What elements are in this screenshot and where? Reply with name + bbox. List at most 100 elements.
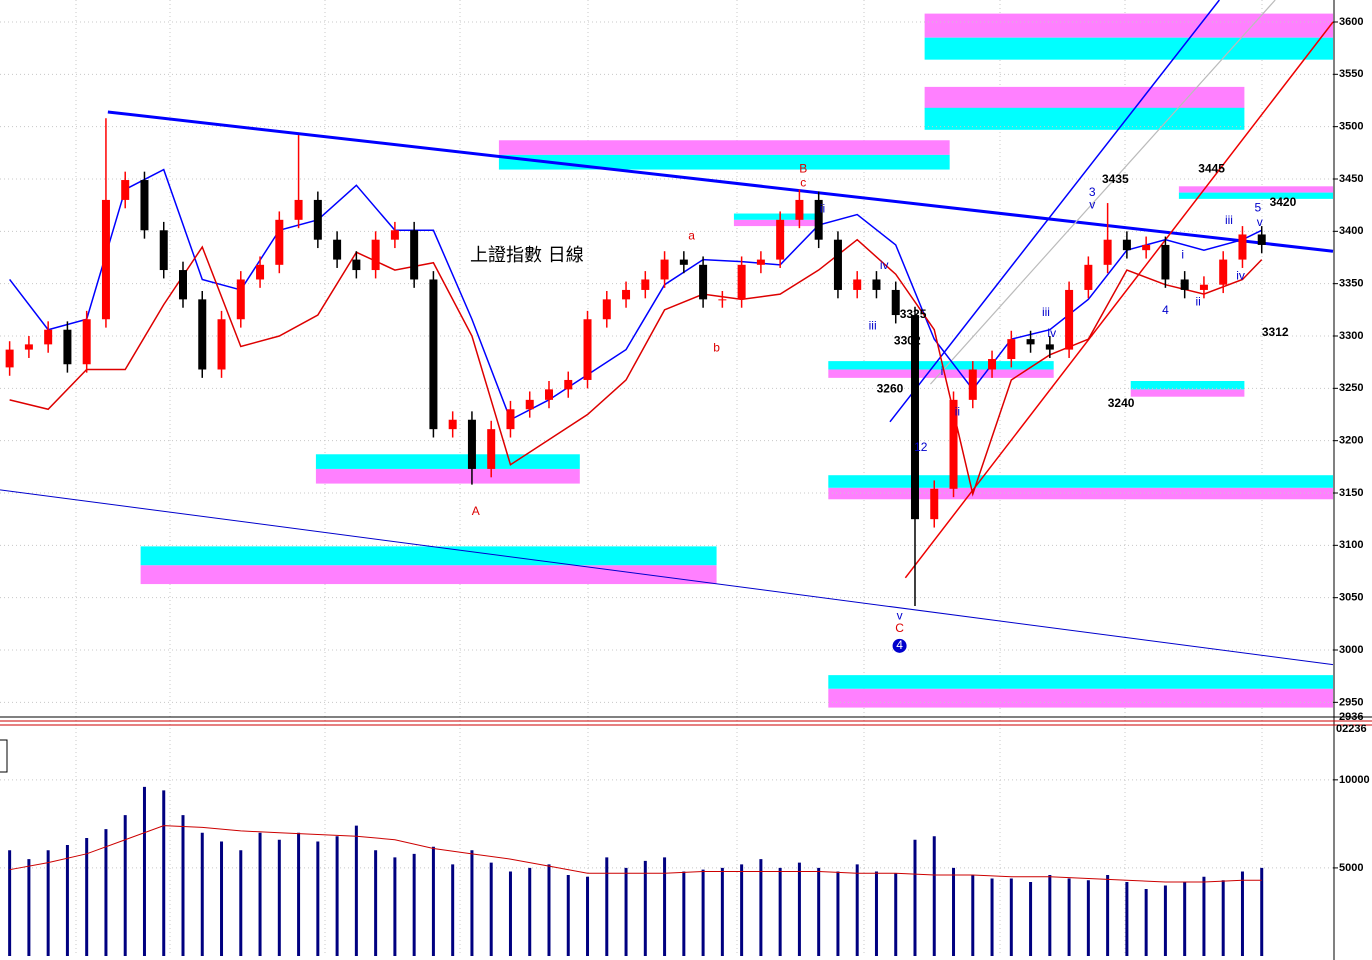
y-tick-label: 3000 [1339, 644, 1363, 656]
candle-body [467, 419, 476, 469]
candle-body [1257, 234, 1266, 245]
candle-body [121, 180, 130, 200]
y-tick-label: 2936 [1339, 711, 1363, 723]
candle-body [487, 429, 496, 469]
candle-body [872, 279, 881, 290]
trend-line [889, 0, 1220, 423]
wave-label: B [799, 162, 807, 176]
vertical-grid [75, 0, 1263, 956]
candle-body [737, 264, 746, 300]
wave-label: ii [955, 405, 960, 419]
candle-body [968, 369, 977, 400]
wave-label: i [1181, 248, 1184, 262]
wave-label: iv [880, 258, 889, 272]
wave-label: A [472, 504, 480, 518]
wave-label: 5 [1255, 200, 1262, 214]
price-annotation: 3435 [1102, 172, 1129, 186]
zone-magenta [828, 688, 1333, 708]
wave-label: a [688, 229, 695, 243]
y-tick-label: 3500 [1339, 121, 1363, 133]
wave-label: iv [1047, 326, 1056, 340]
price-annotation: 3445 [1198, 162, 1225, 176]
candle-body [910, 315, 919, 520]
candle-body [660, 259, 669, 280]
zone-cyan [315, 454, 580, 469]
wave-label: 4 [896, 638, 903, 652]
plot-layer: AabBciiiviiivC412iiiiiiiv3v4iiiiiiiv5v34… [0, 0, 1334, 956]
y-tick-label: 3050 [1339, 592, 1363, 604]
candle-body [178, 270, 187, 300]
candle-body [63, 329, 72, 365]
zone-magenta [733, 219, 817, 227]
candle-body [140, 180, 149, 231]
zone-cyan [140, 546, 717, 566]
y-tick-label: 3550 [1339, 68, 1363, 80]
candle-body [390, 230, 399, 240]
trend-line [0, 489, 1334, 666]
y-tick-label: 3350 [1339, 278, 1363, 290]
candle-body [1161, 244, 1170, 280]
wave-label: ii [820, 202, 825, 216]
candle-body [44, 329, 53, 345]
candle-body [1103, 239, 1112, 265]
panel-box [0, 739, 8, 773]
volume-average [9, 825, 1262, 883]
candle-body [602, 299, 611, 320]
y-tick-label: 3300 [1339, 330, 1363, 342]
candle-body [583, 319, 592, 380]
candle-body [448, 419, 457, 430]
y-tick-label: 3450 [1339, 173, 1363, 185]
price-annotation: 3302 [894, 333, 921, 347]
wave-label: C [895, 621, 904, 635]
candle-body [24, 344, 33, 350]
candle-body [949, 399, 958, 489]
candle-body [699, 264, 708, 300]
zone-magenta [924, 86, 1245, 109]
zone-magenta [924, 13, 1333, 38]
candle-body [352, 259, 361, 271]
candle-body [1045, 344, 1054, 350]
candle-body [891, 289, 900, 316]
wave-circle [892, 638, 907, 653]
candle-body [853, 279, 862, 290]
candle-body [371, 239, 380, 271]
zone-magenta [498, 140, 950, 155]
price-annotation: 3325 [900, 307, 927, 321]
candle-body [1007, 339, 1016, 360]
volume-panel-label: 02236 [1336, 723, 1367, 735]
wave-label: i [941, 364, 944, 378]
wave-label: 3 [1089, 185, 1096, 199]
zone-cyan [1130, 381, 1245, 390]
candle-body [333, 239, 342, 260]
wave-label: v [897, 609, 903, 623]
zone-cyan [924, 37, 1333, 60]
candle-body [82, 319, 91, 365]
candle-body [429, 279, 438, 430]
y-tick-label: 3200 [1339, 435, 1363, 447]
price-annotation: 3260 [877, 382, 904, 396]
candle-body [679, 259, 688, 265]
y-tick-label: 3100 [1339, 539, 1363, 551]
zone-cyan [828, 361, 1054, 370]
y-tick-label: 3400 [1339, 225, 1363, 237]
trend-line [904, 21, 1334, 579]
candle-body [622, 289, 631, 300]
wave-label: ii [1195, 295, 1200, 309]
zone-cyan [828, 675, 1333, 689]
zone-magenta [1130, 389, 1245, 397]
wave-label: iii [1225, 213, 1233, 227]
zone-magenta [1178, 186, 1333, 193]
wave-label: v [1089, 197, 1095, 211]
candle-body [198, 299, 207, 370]
zone-magenta [828, 369, 1054, 378]
candle-body [1199, 284, 1208, 290]
candle-body [1122, 239, 1131, 251]
candle-body [217, 319, 226, 370]
candle-body [718, 299, 727, 301]
candle-body [1065, 289, 1074, 350]
candle-body [410, 230, 419, 280]
candle-body [756, 259, 765, 265]
candle-body [641, 279, 650, 290]
chart-title: 上證指數 日線 [470, 245, 584, 266]
